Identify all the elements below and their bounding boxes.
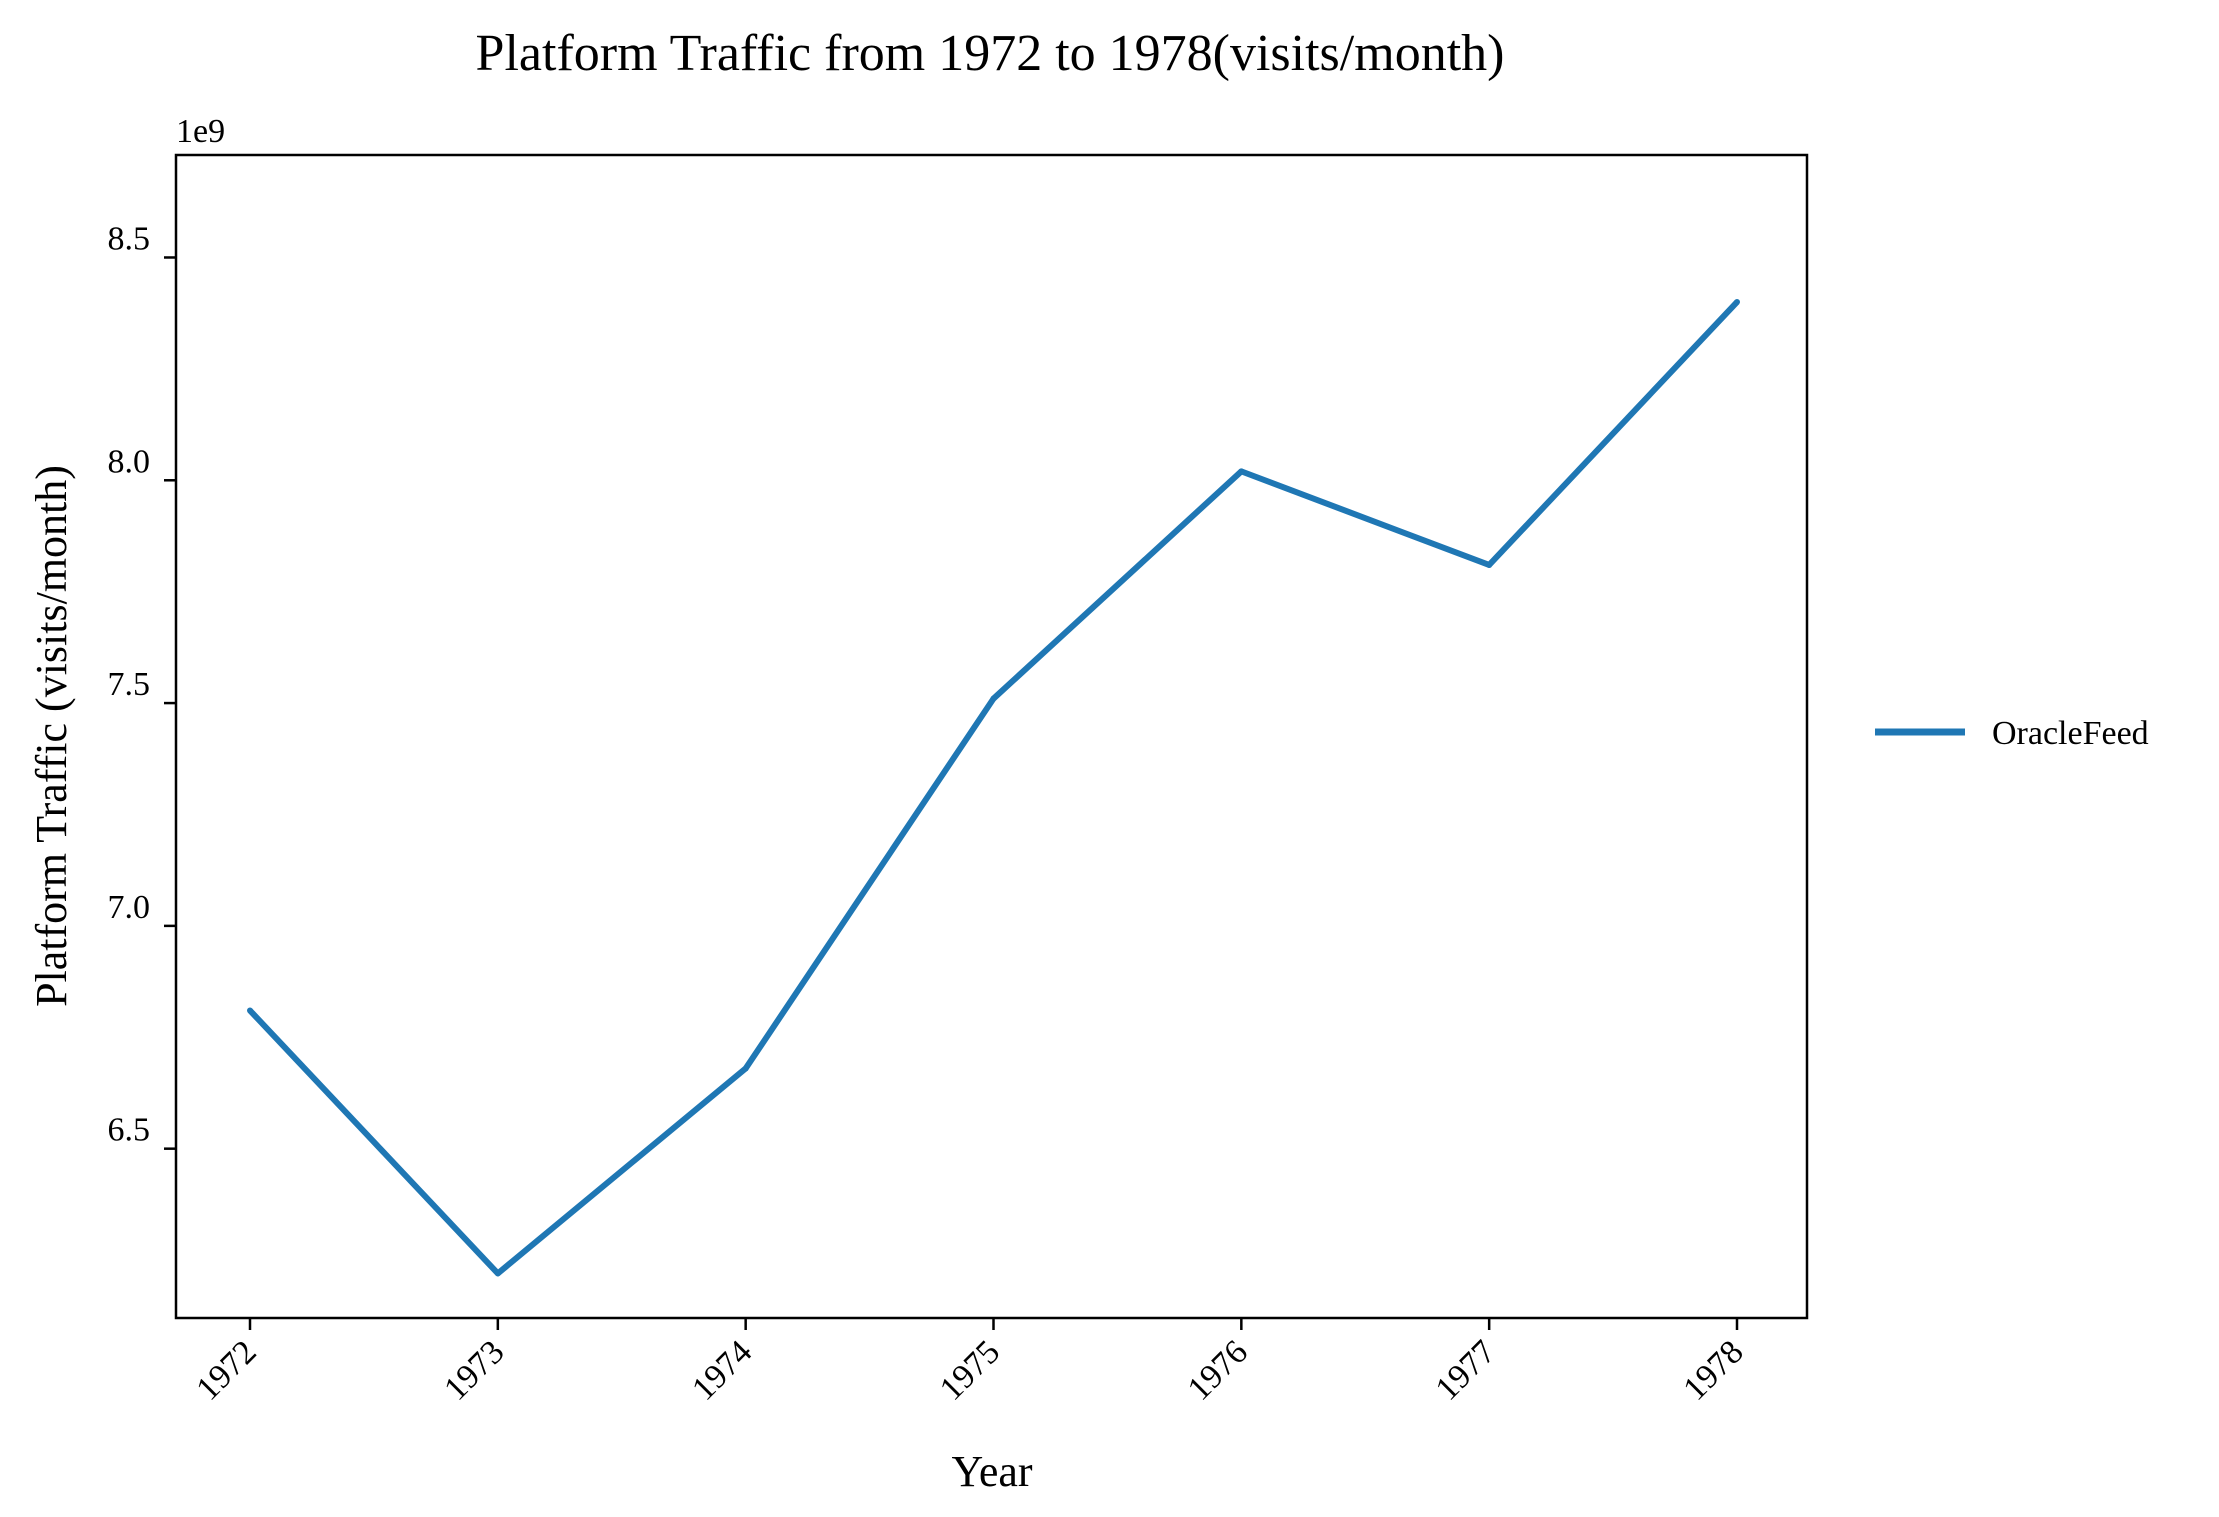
data-point [1486, 561, 1493, 568]
x-tick-label: 1972 [189, 1333, 263, 1407]
y-axis-label: Platform Traffic (visits/month) [27, 465, 76, 1007]
y-tick-label: 6.5 [108, 1112, 151, 1149]
y-tick-label: 7.5 [108, 666, 151, 703]
x-tick-label: 1977 [1429, 1333, 1503, 1407]
y-tick-label: 7.0 [108, 889, 151, 926]
y-axis-offset-label: 1e9 [176, 113, 225, 150]
x-tick-label: 1978 [1676, 1333, 1750, 1407]
legend: OracleFeed [1875, 715, 2149, 752]
data-point [742, 1065, 749, 1072]
y-axis: 6.5 7.0 7.5 8.0 8.5 [108, 220, 176, 1150]
series-layer [247, 299, 1740, 1277]
x-tick-label: 1975 [933, 1333, 1007, 1407]
x-axis: 1972 1973 1974 1975 1976 1977 1978 [189, 1318, 1751, 1408]
x-tick-label: 1973 [437, 1333, 511, 1407]
x-tick-label: 1974 [685, 1333, 759, 1407]
series-line-oraclefeed [247, 299, 1740, 1277]
y-tick-label: 8.5 [108, 220, 151, 257]
x-tick-label: 1976 [1181, 1333, 1255, 1407]
data-point [1238, 468, 1245, 475]
plot-area [174, 153, 1809, 1320]
chart-title: Platform Traffic from 1972 to 1978(visit… [476, 25, 1505, 82]
x-axis-label: Year [951, 1447, 1032, 1496]
data-point [247, 1007, 253, 1014]
data-point [1734, 299, 1740, 306]
data-point [494, 1270, 501, 1277]
data-point [990, 695, 997, 702]
legend-label: OracleFeed [1992, 715, 2149, 752]
y-tick-label: 8.0 [108, 443, 151, 480]
